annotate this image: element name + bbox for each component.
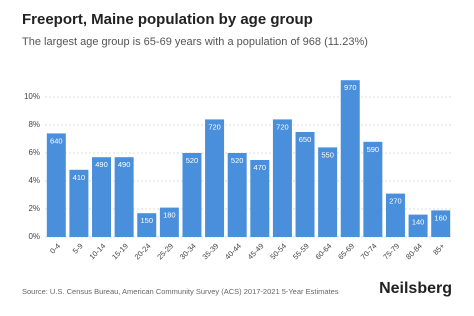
x-tick-label: 15-19 bbox=[110, 241, 130, 261]
data-label: 520 bbox=[231, 156, 244, 165]
bar bbox=[92, 157, 112, 237]
x-tick-label: 30-34 bbox=[178, 241, 198, 261]
chart-subtitle: The largest age group is 65-69 years wit… bbox=[22, 36, 368, 48]
data-label: 410 bbox=[73, 173, 86, 182]
data-label: 720 bbox=[208, 122, 221, 131]
x-tick-label: 65-69 bbox=[336, 241, 356, 261]
data-label: 970 bbox=[344, 83, 357, 92]
bar bbox=[182, 153, 202, 237]
chart-title: Freeport, Maine population by age group bbox=[22, 11, 313, 28]
bar bbox=[114, 157, 134, 237]
bar bbox=[318, 147, 338, 237]
y-tick-label: 8% bbox=[28, 120, 40, 129]
bar bbox=[227, 153, 247, 237]
x-tick-label: 10-14 bbox=[87, 241, 107, 261]
data-label: 490 bbox=[95, 160, 108, 169]
data-label: 160 bbox=[434, 213, 447, 222]
x-tick-label: 0-4 bbox=[48, 241, 62, 255]
bar bbox=[295, 132, 315, 237]
data-label: 150 bbox=[140, 216, 153, 225]
x-tick-label: 75-79 bbox=[381, 241, 401, 261]
data-label: 270 bbox=[389, 197, 402, 206]
data-label: 720 bbox=[276, 122, 289, 131]
bar bbox=[159, 207, 179, 237]
bar bbox=[431, 210, 451, 237]
x-tick-label: 50-54 bbox=[268, 241, 288, 261]
data-label: 650 bbox=[299, 135, 312, 144]
y-tick-label: 0% bbox=[28, 232, 40, 241]
data-label: 140 bbox=[412, 218, 425, 227]
x-tick-label: 85+ bbox=[431, 241, 447, 257]
bar bbox=[205, 119, 225, 237]
brand-logo: Neilsberg bbox=[379, 280, 452, 297]
bar bbox=[408, 214, 428, 237]
y-tick-label: 2% bbox=[28, 204, 40, 213]
data-label: 470 bbox=[254, 163, 267, 172]
x-tick-label: 70-74 bbox=[359, 241, 379, 261]
x-tick-label: 60-64 bbox=[314, 241, 334, 261]
x-tick-label: 80-84 bbox=[404, 241, 424, 261]
x-tick-label: 45-49 bbox=[246, 241, 266, 261]
y-tick-label: 10% bbox=[24, 92, 40, 101]
bar bbox=[250, 160, 270, 237]
bar bbox=[272, 119, 292, 237]
x-tick-label: 55-59 bbox=[291, 241, 311, 261]
y-tick-label: 4% bbox=[28, 176, 40, 185]
bar bbox=[340, 80, 360, 237]
x-tick-label: 5-9 bbox=[71, 241, 85, 255]
x-tick-label: 20-24 bbox=[133, 241, 153, 261]
x-tick-label: 40-44 bbox=[223, 241, 243, 261]
data-label: 640 bbox=[50, 136, 63, 145]
y-tick-label: 6% bbox=[28, 148, 40, 157]
source-note: Source: U.S. Census Bureau, American Com… bbox=[22, 287, 339, 296]
x-tick-label: 35-39 bbox=[200, 241, 220, 261]
data-label: 180 bbox=[163, 211, 176, 220]
data-label: 490 bbox=[118, 160, 131, 169]
bar bbox=[363, 141, 383, 237]
data-label: 590 bbox=[367, 145, 380, 154]
data-label: 520 bbox=[186, 156, 199, 165]
data-label: 550 bbox=[321, 150, 334, 159]
bar bbox=[46, 133, 66, 237]
x-tick-label: 25-29 bbox=[155, 241, 175, 261]
bar bbox=[137, 213, 157, 237]
bar bbox=[385, 193, 405, 237]
bar bbox=[69, 169, 89, 237]
